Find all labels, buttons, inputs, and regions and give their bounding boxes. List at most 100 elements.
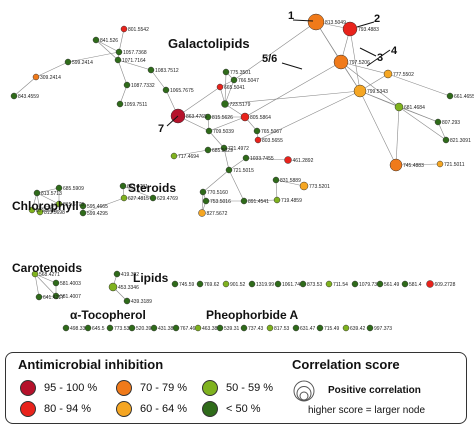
node-mz-label: 1319.99 [256, 282, 274, 288]
network-node [342, 324, 350, 332]
legend-correlation-title: Correlation score [292, 357, 400, 372]
group-label-carotenoids: Carotenoids [12, 261, 82, 275]
node-mz-label: 773.5201 [309, 184, 330, 190]
node-mz-label: 453.3346 [118, 285, 139, 291]
network-node [116, 100, 124, 108]
network-node [35, 293, 43, 301]
node-mz-label: 581.4 [409, 282, 422, 288]
network-node [198, 209, 206, 217]
callout-3: 3 [377, 52, 383, 64]
node-mz-label: 815.5626 [212, 115, 233, 121]
network-edge [177, 86, 221, 117]
network-node [222, 68, 230, 76]
network-edge [67, 51, 120, 63]
network-edge [349, 28, 361, 92]
network-node [401, 280, 409, 288]
network-edge [95, 39, 120, 53]
network-node [172, 324, 180, 332]
network-edge [95, 39, 119, 61]
network-edge [243, 199, 278, 202]
node-mz-label: 813.5713 [41, 191, 62, 197]
group-label-steroids: Steroids [128, 181, 176, 195]
network-node [120, 194, 128, 202]
node-mz-label: 775.3501 [230, 70, 251, 76]
network-edge [395, 106, 400, 166]
node-mz-label: 821.3091 [450, 138, 471, 144]
network-node [307, 13, 325, 31]
legend-item-70-79: 70 - 79 % [116, 380, 187, 396]
node-labels: 801.5542 841.526 1057.7368 1071.7164 599.241… [18, 20, 474, 332]
node-mz-label: 770.5160 [207, 190, 228, 196]
node-mz-label: 831.5889 [280, 178, 301, 184]
network-node [33, 189, 41, 197]
group-label-pheophorbide: Pheophorbide A [206, 308, 299, 322]
node-mz-label: 641.4217 [43, 295, 64, 301]
network-node [220, 144, 228, 152]
node-mz-label: 685.5029 [212, 148, 233, 154]
node-mz-label: 568.4271 [39, 272, 60, 278]
network-node [436, 160, 444, 168]
network-node [62, 324, 70, 332]
node-mz-label: 793.4883 [358, 27, 379, 33]
network-edge [35, 61, 69, 78]
network-edge [208, 116, 246, 132]
node-mz-label: 439.3189 [131, 299, 152, 305]
network-node [351, 280, 359, 288]
network-node [274, 280, 282, 288]
node-mz-label: 721.4972 [228, 146, 249, 152]
network-node [10, 92, 18, 100]
node-mz-label: 539.31 [224, 326, 240, 332]
node-mz-label: 873.53 [307, 282, 323, 288]
network-node [383, 69, 393, 79]
network-node [299, 280, 307, 288]
node-mz-label: 599.4295 [87, 211, 108, 217]
network-edge [13, 76, 37, 97]
network-node [325, 280, 333, 288]
network-node [123, 297, 131, 305]
network-edge [208, 130, 225, 149]
network-edge [275, 179, 278, 201]
legend-swatch [116, 380, 132, 396]
network-node [342, 21, 358, 37]
node-mz-label: 685.5909 [63, 186, 84, 192]
callout-5-6: 5/6 [262, 53, 277, 65]
network-node [150, 324, 158, 332]
legend-swatch [116, 401, 132, 417]
node-mz-label: 815.5773 [63, 202, 84, 208]
network-node [272, 176, 280, 184]
node-mz-label: 765.5067 [261, 129, 282, 135]
node-mz-label: 797.5206 [349, 60, 370, 66]
node-mz-label: 769.62 [204, 282, 220, 288]
node-mz-label: 595.4665 [87, 204, 108, 210]
network-edge [173, 149, 209, 157]
network-edge [117, 59, 128, 86]
network-node [248, 280, 256, 288]
network-edge [224, 79, 235, 105]
node-mz-label: 709.5039 [213, 129, 234, 135]
network-node [171, 280, 179, 288]
node-mz-label: 997.373 [374, 326, 392, 332]
network-node [199, 188, 207, 196]
network-node [123, 81, 131, 89]
callout-7: 7 [158, 123, 164, 135]
group-label-galactolipids: Galactolipids [168, 36, 250, 51]
correlation-size-icon [293, 380, 315, 402]
node-mz-label: 767.46 [180, 326, 196, 332]
network-node [316, 324, 324, 332]
node-mz-label: 581.4003 [60, 281, 81, 287]
group-label-tocopherol: α-Tocopherol [70, 308, 146, 322]
node-mz-label: 1079.73 [359, 282, 377, 288]
node-mz-label: 777.5502 [393, 72, 414, 78]
network-node [353, 84, 367, 98]
network-node [240, 112, 250, 122]
network-node [64, 58, 72, 66]
group-label-chlorophyll: Chlorophyll [12, 199, 79, 213]
node-mz-label: 627.4815 [128, 196, 149, 202]
network-edge [257, 90, 361, 141]
network-edge [228, 157, 247, 171]
network-node [446, 92, 454, 100]
node-mz-label: 309.2414 [40, 75, 61, 81]
node-mz-label: 813.5049 [325, 20, 346, 26]
network-edge [233, 21, 317, 81]
